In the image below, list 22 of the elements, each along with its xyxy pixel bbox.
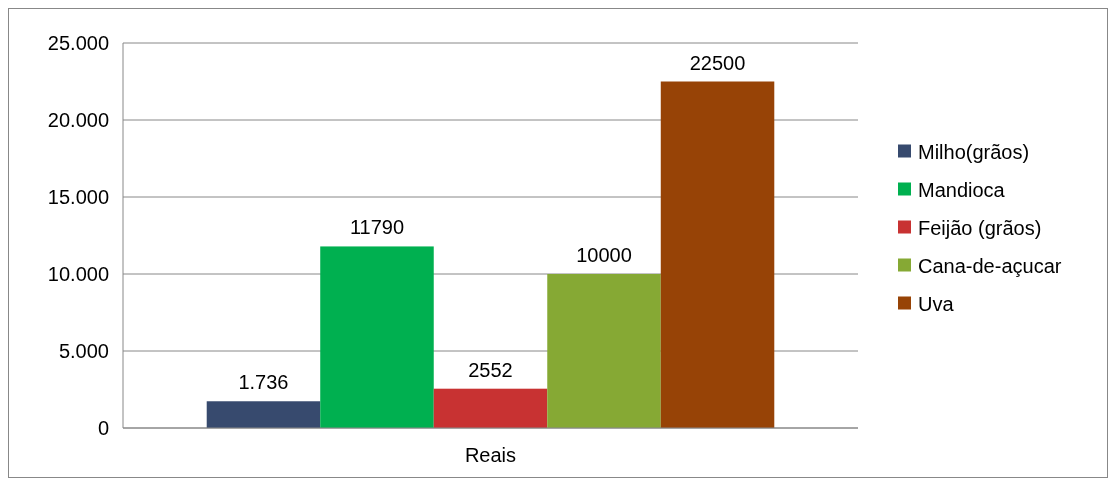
bar [433,388,548,428]
bar [660,81,775,428]
y-tick-label: 15.000 [47,186,109,208]
data-label: 11790 [349,216,405,239]
data-label: 1.736 [238,371,289,394]
y-tick-label: 25.000 [47,32,109,54]
data-label: 22500 [689,51,746,74]
y-tick-label: 5.000 [58,340,109,362]
legend-label: Milho(grãos) [918,140,1030,163]
legend-label: Uva [918,292,955,315]
legend-label: Mandioca [918,178,1006,201]
data-label: 10000 [576,244,632,266]
bar [320,246,434,428]
data-label: 2552 [468,358,513,381]
y-tick-label: 0 [97,417,109,439]
x-tick-label: Reais [464,444,517,466]
legend-label: Cana-de-açucar [918,254,1062,277]
y-tick-label: 10.000 [47,263,109,285]
bar [206,401,321,428]
bar [547,274,661,428]
y-tick-label: 20.000 [47,109,109,131]
legend-label: Feijão (grãos) [918,216,1042,239]
